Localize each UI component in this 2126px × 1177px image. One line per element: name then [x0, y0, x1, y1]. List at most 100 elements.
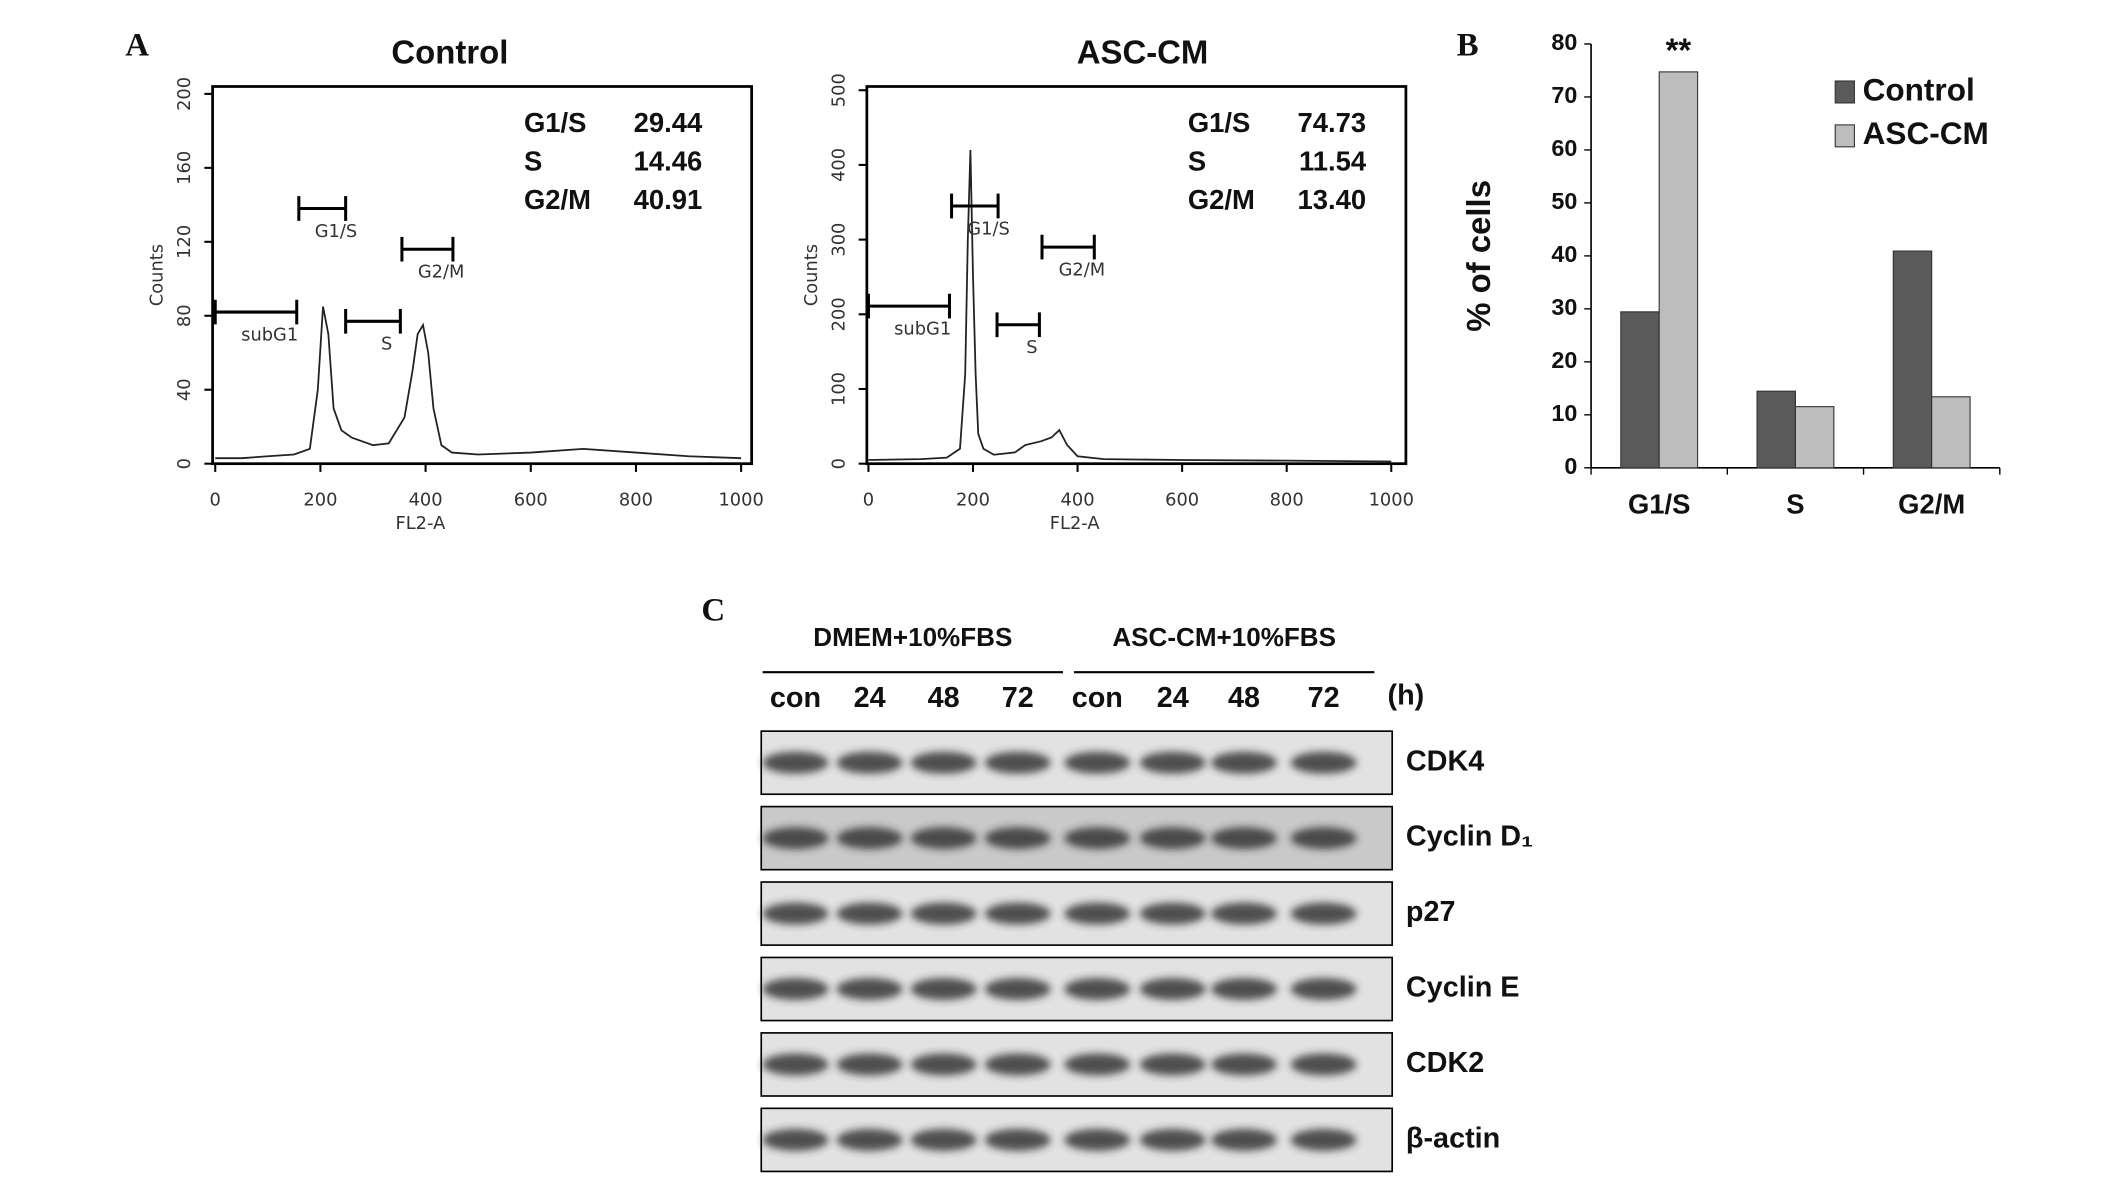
lane-label: 24 — [1157, 682, 1189, 714]
stat-label: G2/M — [524, 184, 591, 215]
panel-label: C — [701, 593, 725, 629]
blot-band — [1290, 978, 1357, 1000]
x-tick-label: 1000 — [718, 490, 763, 511]
row-label: p27 — [1406, 896, 1456, 928]
lane-label: 72 — [1002, 682, 1034, 714]
y-tick-label: 100 — [828, 372, 849, 406]
blot-band — [984, 827, 1051, 850]
x-tick-label: G1/S — [1628, 488, 1691, 519]
blot-band — [910, 902, 977, 925]
gate-label: G1/S — [315, 221, 357, 242]
y-tick-label: 0 — [174, 458, 195, 469]
legend-swatch — [1834, 80, 1855, 104]
lane-label: 48 — [1228, 682, 1260, 714]
blot-band — [910, 751, 977, 774]
y-axis-label: % of cells — [1460, 180, 1497, 332]
stat-value: 29.44 — [634, 107, 703, 138]
legend-label: ASC-CM — [1863, 115, 1989, 151]
gate-label: subG1 — [894, 318, 951, 339]
blot-band — [1064, 1053, 1131, 1076]
x-tick-label: 400 — [1061, 490, 1095, 511]
blot-band — [762, 751, 829, 774]
gate — [400, 236, 455, 262]
blot-band — [762, 1128, 829, 1151]
plot-frame — [865, 85, 1408, 466]
blot-band — [1064, 827, 1131, 850]
gate — [1040, 234, 1096, 260]
blot-band — [1064, 902, 1131, 925]
x-axis-label: FL2-A — [1050, 513, 1101, 534]
gate — [866, 293, 951, 319]
y-axis-label: Counts — [147, 244, 168, 306]
blot-band — [1139, 1053, 1206, 1076]
stat-value: 14.46 — [634, 146, 703, 177]
bar — [1658, 71, 1699, 469]
row-label: CDK2 — [1406, 1047, 1484, 1079]
y-tick-label: 50 — [1551, 188, 1577, 214]
row-label: CDK4 — [1406, 745, 1484, 777]
chart-title: Control — [391, 34, 508, 71]
blot-band — [984, 902, 1051, 925]
y-tick-label: 0 — [1564, 453, 1577, 479]
panel-label: A — [125, 28, 149, 64]
stat-label: G1/S — [524, 107, 587, 138]
x-tick-label: S — [1786, 488, 1804, 519]
legend-swatch — [1834, 124, 1855, 148]
x-tick-label: 600 — [514, 490, 548, 511]
x-tick-label: 0 — [863, 490, 874, 511]
gate — [995, 312, 1041, 338]
blot-band — [836, 827, 903, 850]
x-tick-label: 0 — [210, 490, 221, 511]
y-tick-label: 40 — [1551, 241, 1577, 267]
blot-band — [1211, 902, 1277, 925]
y-tick-label: 40 — [174, 378, 195, 401]
blot-band — [762, 978, 829, 1000]
blot-band — [910, 827, 977, 850]
blot-band — [984, 978, 1051, 1000]
blot-band — [984, 1053, 1051, 1076]
blot-band — [1139, 902, 1206, 925]
y-tick-label: 120 — [174, 225, 195, 259]
x-tick-label: 800 — [1270, 490, 1304, 511]
y-tick-label: 0 — [828, 458, 849, 469]
gate — [213, 299, 299, 325]
gate-label: G1/S — [967, 218, 1009, 239]
unit-label: (h) — [1388, 679, 1425, 711]
lane-label: 24 — [854, 682, 886, 714]
bar — [1756, 390, 1796, 469]
blot-band — [1139, 827, 1206, 850]
blot-band — [910, 978, 977, 1000]
blot-band — [1139, 1128, 1206, 1151]
y-tick-label: 160 — [174, 151, 195, 185]
stat-label: G1/S — [1188, 107, 1251, 138]
blot-band — [762, 902, 829, 925]
chart-title: ASC-CM — [1077, 34, 1209, 71]
blot-band — [762, 1053, 829, 1076]
gate — [297, 196, 348, 221]
blot-band — [836, 751, 903, 774]
y-tick-label: 400 — [828, 148, 849, 182]
y-tick-label: 30 — [1551, 294, 1577, 320]
lane-label: 72 — [1308, 682, 1340, 714]
blot-band — [1211, 978, 1277, 1000]
blot-band — [984, 1128, 1051, 1151]
lane-label: 48 — [928, 682, 960, 714]
gate-label: subG1 — [241, 324, 298, 345]
y-tick-label: 20 — [1551, 347, 1577, 373]
x-tick-label: 1000 — [1369, 490, 1414, 511]
y-tick-label: 500 — [828, 73, 849, 107]
group-label: DMEM+10%FBS — [813, 622, 1012, 652]
blot-band — [1211, 751, 1277, 774]
gate-label: S — [381, 334, 392, 355]
gate-label: G2/M — [1059, 259, 1106, 280]
blot-band — [762, 827, 829, 850]
blot-band — [836, 978, 903, 1000]
blot-band — [984, 751, 1051, 774]
bar — [1620, 311, 1660, 469]
blot-band — [836, 1053, 903, 1076]
blot-band — [1211, 1053, 1277, 1076]
blot-band — [1290, 1128, 1357, 1151]
legend-label: Control — [1863, 71, 1975, 107]
blot-band — [1064, 978, 1131, 1000]
